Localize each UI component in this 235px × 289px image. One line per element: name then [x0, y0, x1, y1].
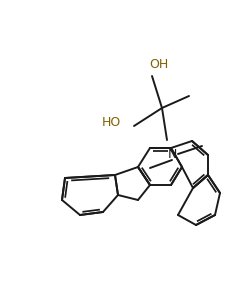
Text: OH: OH — [149, 58, 169, 71]
Text: HO: HO — [101, 116, 121, 129]
Text: N: N — [167, 147, 177, 160]
